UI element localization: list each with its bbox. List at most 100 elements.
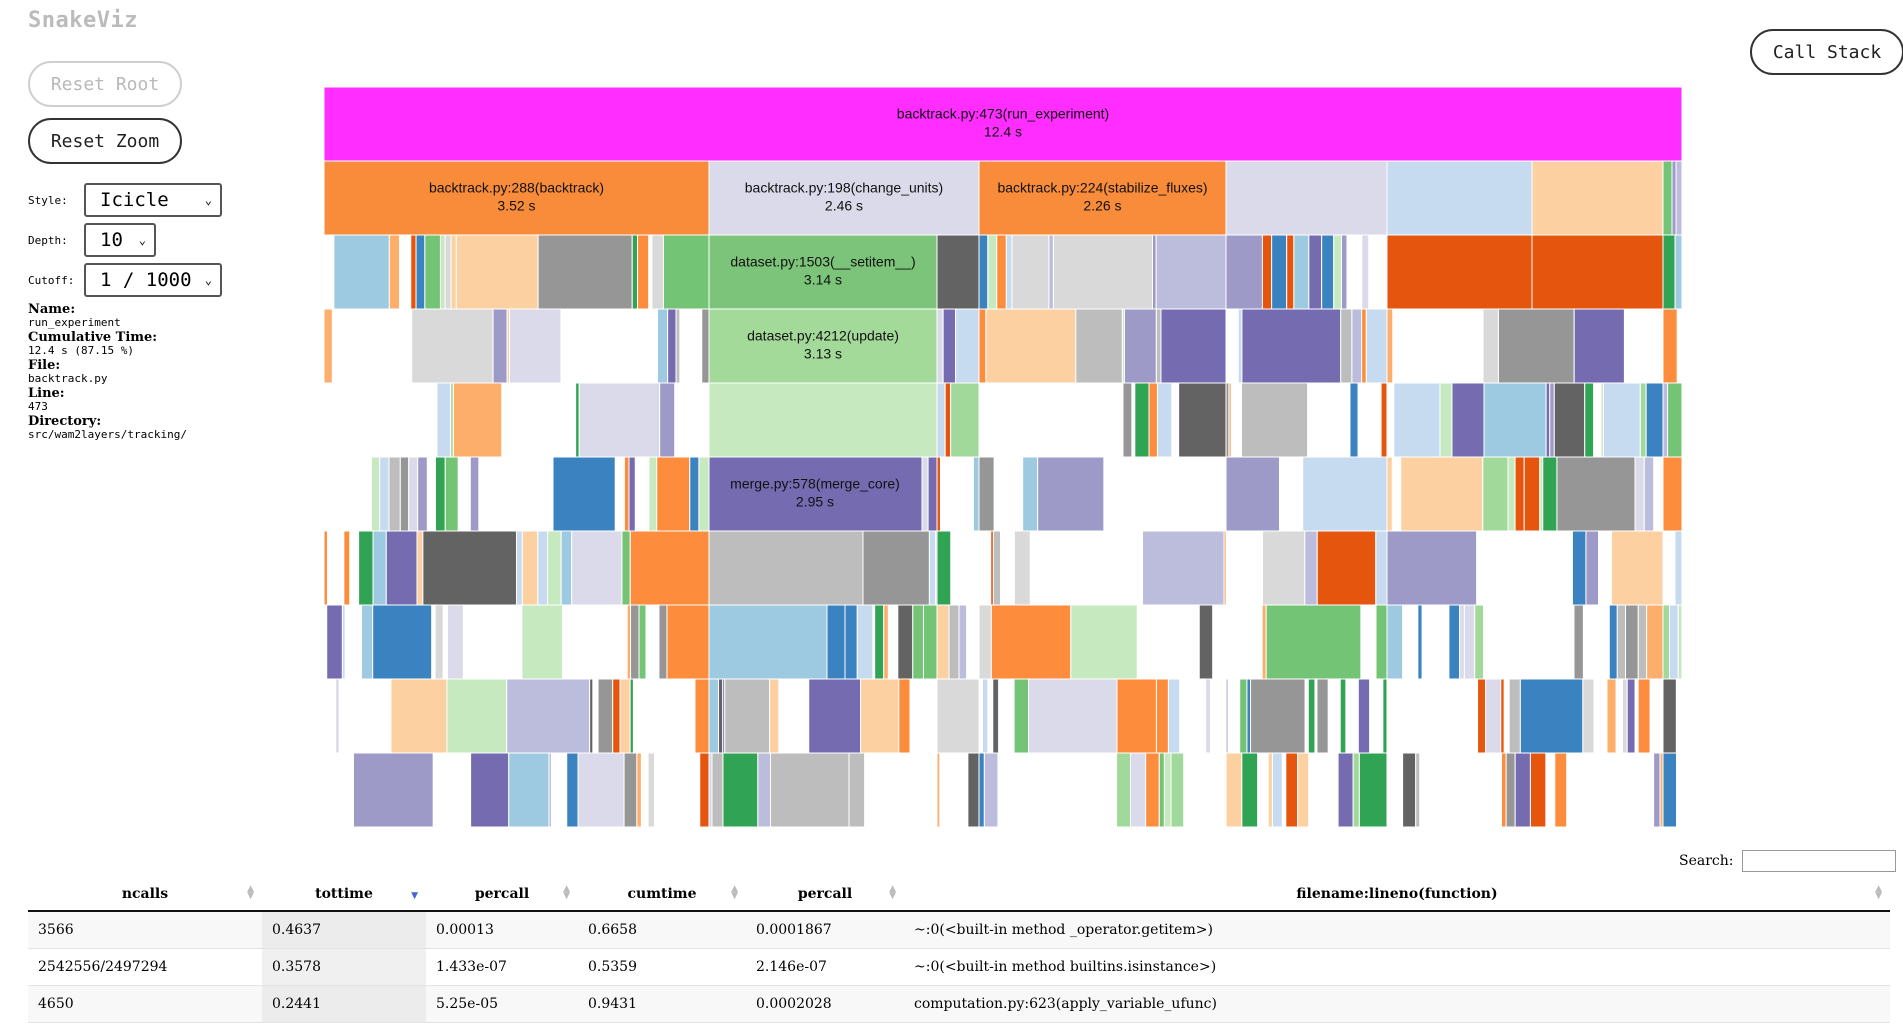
icicle-node[interactable] [1308,234,1323,310]
icicle-node[interactable] [1340,234,1348,310]
icicle-node[interactable] [589,678,594,754]
icicle-node[interactable] [942,308,957,384]
call-stack-button[interactable]: Call Stack [1750,29,1903,75]
icicle-node[interactable] [637,234,650,310]
icicle-node[interactable] [1122,382,1133,458]
icicle-node[interactable] [385,530,418,606]
icicle-node[interactable] [647,752,655,828]
icicle-node[interactable] [1626,678,1636,754]
icicle-node[interactable] [1286,234,1295,310]
icicle-node[interactable] [1415,752,1421,828]
icicle-node[interactable] [1542,456,1558,532]
icicle-node[interactable] [1519,678,1584,754]
icicle-node[interactable] [1668,604,1679,680]
icicle-node[interactable] [1333,234,1342,310]
icicle-node[interactable] [324,308,333,384]
icicle-node[interactable] [1271,234,1288,310]
icicle-node[interactable] [1198,604,1214,680]
icicle-node[interactable] [1584,382,1595,458]
icicle-node[interactable] [978,160,1227,236]
icicle-node[interactable] [1241,382,1309,458]
icicle-node[interactable] [372,604,433,680]
icicle-node[interactable] [1225,678,1229,754]
icicle-node[interactable] [1610,530,1664,606]
table-row[interactable]: 2542556/2497294 0.3578 1.433e-07 0.5359 … [28,948,1890,986]
icicle-node[interactable] [912,604,924,680]
icicle-node[interactable] [996,234,1007,310]
icicle-node[interactable] [1386,530,1478,606]
icicle-node[interactable] [1225,456,1280,532]
icicle-node[interactable] [1237,308,1243,384]
icicle-node[interactable] [390,678,448,754]
icicle-node[interactable] [992,678,1000,754]
icicle-node[interactable] [444,456,459,532]
icicle-node[interactable] [826,604,846,680]
icicle-node[interactable] [1155,234,1227,310]
icicle-node[interactable] [1531,160,1664,236]
icicle-node[interactable] [978,308,987,384]
icicle-node[interactable] [927,456,938,532]
icicle-node[interactable] [978,604,992,680]
icicle-node[interactable] [769,678,780,754]
icicle-node[interactable] [1616,604,1627,680]
icicle-node[interactable] [626,604,632,680]
icicle-node[interactable] [1013,678,1030,754]
icicle-node[interactable] [1677,604,1682,680]
icicle-node[interactable] [1662,382,1669,458]
icicle-node[interactable] [1482,456,1509,532]
icicle-node[interactable] [1554,752,1568,828]
icicle-node[interactable] [621,530,631,606]
icicle-node[interactable] [1013,530,1031,606]
icicle-node[interactable] [936,382,946,458]
icicle-node[interactable] [629,530,710,606]
icicle-node[interactable] [883,604,889,680]
icicle-node[interactable] [1261,234,1273,310]
icicle-node[interactable] [548,752,552,828]
icicle-node[interactable] [972,456,980,532]
icicle-node[interactable] [434,604,444,680]
icicle-node[interactable] [1178,382,1227,458]
icicle-node[interactable] [1349,382,1359,458]
icicle-node[interactable] [860,678,900,754]
search-input[interactable] [1741,850,1896,872]
icicle-node[interactable] [1675,160,1682,236]
icicle-node[interactable] [422,530,517,606]
icicle-node[interactable] [992,530,1002,606]
icicle-node[interactable] [950,382,980,458]
icicle-node[interactable] [1037,456,1105,532]
icicle-node[interactable] [656,456,691,532]
icicle-node[interactable] [934,530,938,606]
icicle-node[interactable] [571,530,623,606]
icicle-node[interactable] [990,604,1072,680]
icicle-node[interactable] [856,604,874,680]
icicle-node[interactable] [978,752,985,828]
icicle-node[interactable] [1225,234,1263,310]
icicle-node[interactable] [689,456,700,532]
icicle-node[interactable] [1643,456,1655,532]
icicle-node[interactable] [1307,678,1316,754]
icicle-node[interactable] [1571,530,1587,606]
icicle-node[interactable] [1505,752,1516,828]
icicle-node[interactable] [1463,604,1476,680]
icicle-node[interactable] [1293,234,1310,310]
icicle-node[interactable] [944,382,952,458]
icicle-node[interactable] [1386,456,1393,532]
icicle-node[interactable] [848,752,866,828]
icicle-node[interactable] [1382,678,1388,754]
icicle-node[interactable] [1380,382,1388,458]
icicle-node[interactable] [1142,530,1225,606]
icicle-node[interactable] [1553,382,1586,458]
icicle-node[interactable] [658,604,668,680]
column-header-function[interactable]: filename:lineno(function) ▲ ▼ [904,878,1890,912]
icicle-node[interactable] [1386,234,1533,310]
icicle-node[interactable] [515,530,523,606]
icicle-node[interactable] [575,382,580,458]
icicle-node[interactable] [1262,530,1306,606]
icicle-node[interactable] [1523,456,1541,532]
icicle-node[interactable] [1608,604,1618,680]
icicle-node[interactable] [1621,678,1628,754]
icicle-node[interactable] [656,308,669,384]
icicle-node[interactable] [1529,752,1547,828]
icicle-node[interactable] [352,752,434,828]
icicle-node[interactable] [341,604,346,680]
